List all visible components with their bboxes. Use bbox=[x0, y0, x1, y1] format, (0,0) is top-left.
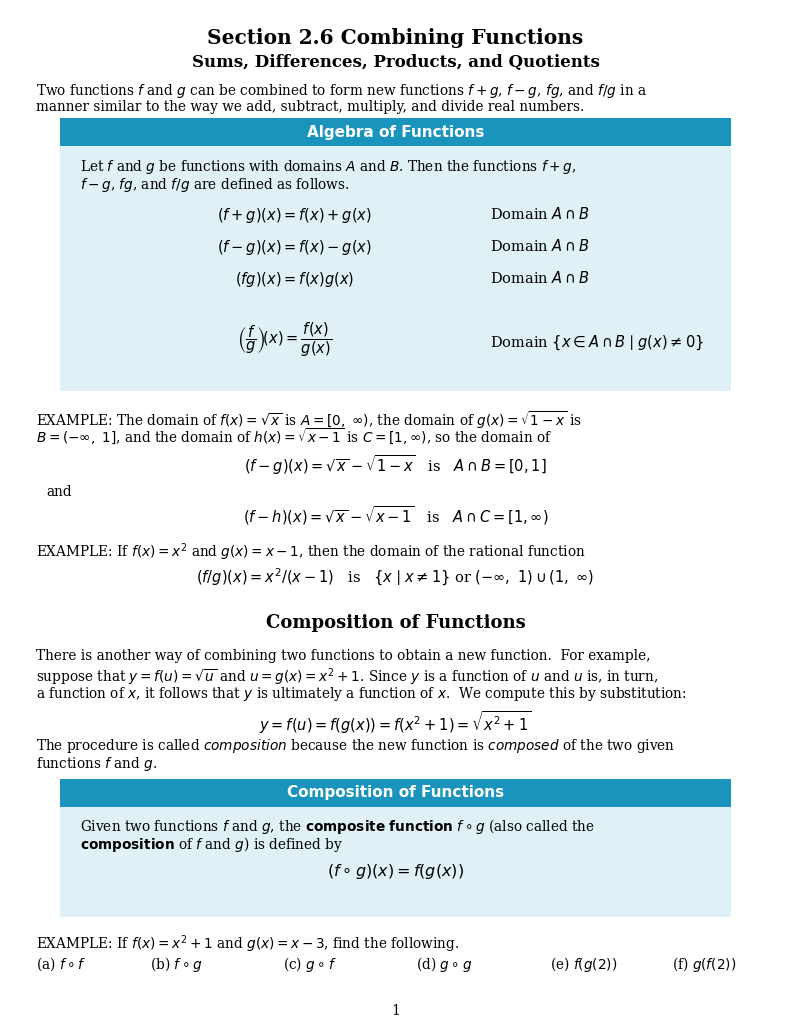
Text: $\left(\dfrac{f}{g}\right)\!(x) = \dfrac{f(x)}{g(x)}$: $\left(\dfrac{f}{g}\right)\!(x) = \dfrac… bbox=[237, 319, 333, 358]
Text: and: and bbox=[46, 485, 72, 499]
Bar bbox=[60, 779, 731, 807]
Text: functions $f$ and $g$.: functions $f$ and $g$. bbox=[36, 755, 157, 773]
Text: (a) $f \circ f$: (a) $f \circ f$ bbox=[36, 955, 86, 973]
Text: Domain $A \cap B$: Domain $A \cap B$ bbox=[490, 206, 589, 222]
Text: Let $f$ and $g$ be functions with domains $A$ and $B$. Then the functions $f + g: Let $f$ and $g$ be functions with domain… bbox=[80, 158, 577, 176]
Text: $(f - g)(x) = f(x) - g(x)$: $(f - g)(x) = f(x) - g(x)$ bbox=[218, 238, 373, 257]
Text: Sums, Differences, Products, and Quotients: Sums, Differences, Products, and Quotien… bbox=[191, 54, 600, 71]
Bar bbox=[60, 807, 731, 918]
Text: The procedure is called $\it{composition}$ because the new function is $\it{comp: The procedure is called $\it{composition… bbox=[36, 737, 676, 755]
Text: $(f - h)(x) = \sqrt{x} - \sqrt{x-1}$   is   $A \cap C = [1, \infty)$: $(f - h)(x) = \sqrt{x} - \sqrt{x-1}$ is … bbox=[243, 504, 548, 527]
Text: $(fg)(x) = f(x)g(x)$: $(fg)(x) = f(x)g(x)$ bbox=[236, 270, 354, 289]
Text: $(f + g)(x) = f(x) + g(x)$: $(f + g)(x) = f(x) + g(x)$ bbox=[218, 206, 373, 225]
Text: There is another way of combining two functions to obtain a new function.  For e: There is another way of combining two fu… bbox=[36, 649, 650, 663]
Text: Domain $\{x \in A \cap B \mid g(x) \neq 0\}$: Domain $\{x \in A \cap B \mid g(x) \neq … bbox=[490, 334, 704, 352]
Text: manner similar to the way we add, subtract, multiply, and divide real numbers.: manner similar to the way we add, subtra… bbox=[36, 100, 585, 114]
Text: suppose that $y = f(u) = \sqrt{u}$ and $u = g(x) = x^2 + 1$. Since $y$ is a func: suppose that $y = f(u) = \sqrt{u}$ and $… bbox=[36, 667, 658, 688]
Text: $B = (-\infty,\ 1]$, and the domain of $h(x) = \sqrt{x-1}$ is $C = [1, \infty)$,: $B = (-\infty,\ 1]$, and the domain of $… bbox=[36, 427, 552, 447]
Text: Section 2.6 Combining Functions: Section 2.6 Combining Functions bbox=[207, 28, 584, 48]
Text: Composition of Functions: Composition of Functions bbox=[266, 614, 525, 632]
Text: (f) $g(f(2))$: (f) $g(f(2))$ bbox=[672, 955, 736, 974]
Text: Composition of Functions: Composition of Functions bbox=[287, 785, 504, 801]
Text: (b) $f \circ g$: (b) $f \circ g$ bbox=[150, 955, 202, 974]
Text: a function of $x$, it follows that $y$ is ultimately a function of $x$.  We comp: a function of $x$, it follows that $y$ i… bbox=[36, 685, 687, 703]
Text: EXAMPLE: The domain of $f(x) = \sqrt{x}$ is $A = [0,\ \infty)$, the domain of $g: EXAMPLE: The domain of $f(x) = \sqrt{x}$… bbox=[36, 409, 582, 431]
Text: $(f \circ g)(x) = f(g(x))$: $(f \circ g)(x) = f(g(x))$ bbox=[327, 862, 464, 881]
Text: $\bf{composition}$ of $f$ and $g$) is defined by: $\bf{composition}$ of $f$ and $g$) is de… bbox=[80, 835, 343, 854]
Text: $f - g$, $fg$, and $f/g$ are defined as follows.: $f - g$, $fg$, and $f/g$ are defined as … bbox=[80, 176, 350, 194]
Bar bbox=[60, 146, 731, 391]
Text: (e) $f(g(2))$: (e) $f(g(2))$ bbox=[550, 955, 617, 974]
Text: Two functions $f$ and $g$ can be combined to form new functions $f + g$, $f - g$: Two functions $f$ and $g$ can be combine… bbox=[36, 82, 647, 100]
Text: $(f - g)(x) = \sqrt{x} - \sqrt{1-x}$   is   $A \cap B = [0, 1]$: $(f - g)(x) = \sqrt{x} - \sqrt{1-x}$ is … bbox=[244, 453, 547, 477]
Text: (d) $g \circ g$: (d) $g \circ g$ bbox=[416, 955, 472, 974]
Text: EXAMPLE: If $f(x) = x^2 + 1$ and $g(x) = x - 3$, find the following.: EXAMPLE: If $f(x) = x^2 + 1$ and $g(x) =… bbox=[36, 933, 459, 954]
Text: 1: 1 bbox=[391, 1004, 400, 1018]
Text: Given two functions $f$ and $g$, the $\bf{composite\ function}$ $f \circ g$ (als: Given two functions $f$ and $g$, the $\b… bbox=[80, 817, 595, 836]
Text: $(f/g)(x) = x^2/(x-1)$   is   $\{x \mid x \neq 1\}$ or $(-\infty,\ 1) \cup (1,\ : $(f/g)(x) = x^2/(x-1)$ is $\{x \mid x \n… bbox=[196, 567, 595, 588]
Text: $y = f(u) = f(g(x)) = f(x^2 + 1) = \sqrt{x^2 + 1}$: $y = f(u) = f(g(x)) = f(x^2 + 1) = \sqrt… bbox=[259, 709, 532, 736]
Text: Algebra of Functions: Algebra of Functions bbox=[307, 125, 484, 139]
Text: Domain $A \cap B$: Domain $A \cap B$ bbox=[490, 238, 589, 254]
Text: Domain $A \cap B$: Domain $A \cap B$ bbox=[490, 270, 589, 286]
Text: (c) $g \circ f$: (c) $g \circ f$ bbox=[283, 955, 337, 974]
Text: EXAMPLE: If $f(x) = x^2$ and $g(x) = x - 1$, then the domain of the rational fun: EXAMPLE: If $f(x) = x^2$ and $g(x) = x -… bbox=[36, 541, 585, 562]
Bar bbox=[60, 118, 731, 146]
